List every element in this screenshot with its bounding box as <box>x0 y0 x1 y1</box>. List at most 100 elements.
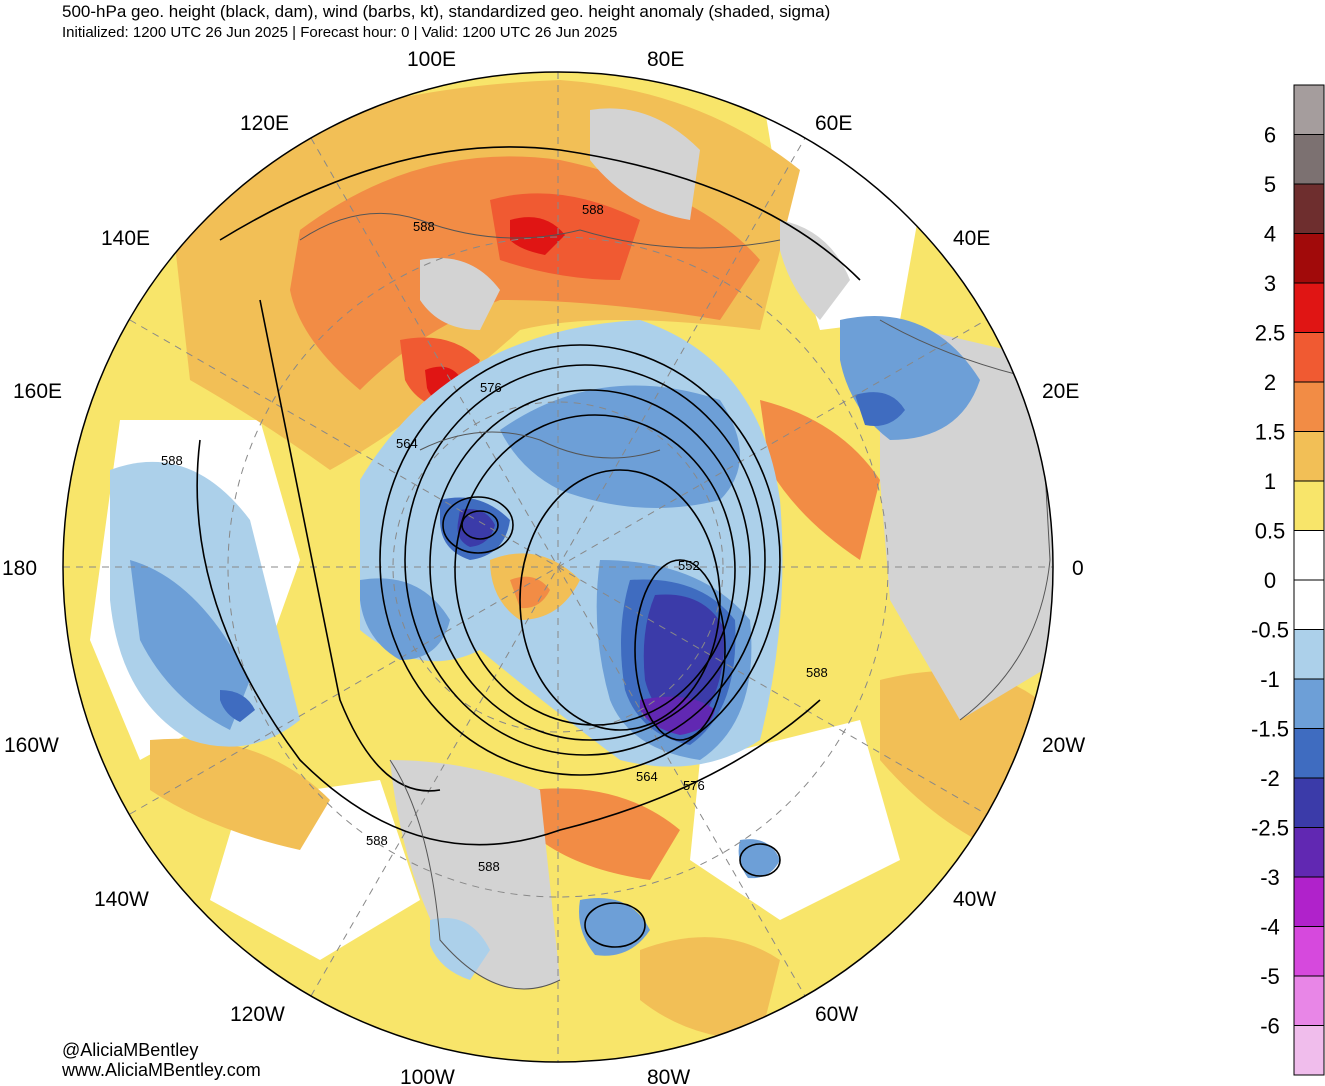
contour-labels: 588 588 576 564 588 552 588 564 576 588 … <box>161 202 828 874</box>
anomaly-negative <box>855 392 905 426</box>
land-area <box>780 220 850 320</box>
lon-label-180: 180 <box>2 557 37 580</box>
contour-label: 588 <box>806 665 828 680</box>
colorbar-box <box>1293 431 1325 482</box>
colorbar-box <box>1293 530 1325 581</box>
colorbar-tick-label: -5 <box>1260 964 1280 989</box>
lon-label-160w: 160W <box>4 734 59 757</box>
lon-label-20e: 20E <box>1042 380 1079 403</box>
contour-label: 588 <box>366 833 388 848</box>
contour-label: 588 <box>161 453 183 468</box>
colorbar-box <box>1293 381 1325 432</box>
anomaly-positive <box>150 738 330 850</box>
colorbar-tick-label: -1 <box>1260 667 1280 692</box>
colorbar-box <box>1293 134 1325 185</box>
lon-label-40w: 40W <box>953 888 996 911</box>
anomaly-negative <box>500 385 740 508</box>
lon-label-60e: 60E <box>815 112 852 135</box>
map-disc <box>63 72 1053 1062</box>
colorbar-tick-label: 6 <box>1264 123 1276 148</box>
colorbar-tick-label: 0.5 <box>1255 519 1286 544</box>
credit-handle: @AliciaMBentley <box>62 1040 199 1060</box>
anomaly-positive <box>290 156 760 390</box>
anomaly-negative <box>579 898 650 956</box>
lon-label-100e: 100E <box>407 48 456 71</box>
colorbar-box <box>1293 233 1325 284</box>
colorbar-box <box>1293 282 1325 333</box>
anomaly-negative <box>457 509 495 547</box>
colorbar-tick-label: 5 <box>1264 172 1276 197</box>
colorbar-tick-label: 2 <box>1264 370 1276 395</box>
lon-label-120e: 120E <box>240 112 289 135</box>
chart-subtitle: Initialized: 1200 UTC 26 Jun 2025 | Fore… <box>62 24 618 41</box>
land-area <box>390 760 560 989</box>
lon-label-60w: 60W <box>815 1003 858 1026</box>
lon-label-120w: 120W <box>230 1003 285 1026</box>
lon-label-80w: 80W <box>647 1066 690 1086</box>
colorbar-box <box>1293 629 1325 680</box>
anomaly-negative <box>738 839 780 879</box>
colorbar-tick-label: -1.5 <box>1251 717 1289 742</box>
colorbar-tick-label: -0.5 <box>1251 618 1289 643</box>
land-area <box>590 108 700 220</box>
contour-label: 552 <box>678 558 700 573</box>
height-contours <box>196 146 861 948</box>
lon-label-140w: 140W <box>94 888 149 911</box>
anomaly-positive <box>510 217 565 255</box>
colorbar-boxes <box>1293 84 1325 1076</box>
colorbar-tick-label: 1.5 <box>1255 420 1286 445</box>
colorbar-box <box>1293 926 1325 977</box>
contour-label: 588 <box>478 859 500 874</box>
anomaly-positive <box>760 400 880 560</box>
colorbar-box <box>1293 678 1325 729</box>
lon-label-20w: 20W <box>1042 734 1085 757</box>
neutral-area <box>690 720 900 920</box>
lon-label-160e: 160E <box>13 380 62 403</box>
colorbar-ticks: 6 5 4 3 2.5 2 1.5 1 0.5 0 -0.5 -1 -1.5 -2 -2.5 -3 -4 -5 -6 <box>1251 123 1289 1039</box>
colorbar-box <box>1293 480 1325 531</box>
land-area <box>420 258 500 330</box>
colorbar-tick-label: -6 <box>1260 1014 1280 1039</box>
colorbar-tick-label: 2.5 <box>1255 321 1286 346</box>
graticule <box>63 72 1053 1062</box>
lon-label-100w: 100W <box>400 1066 455 1086</box>
contour-label: 564 <box>396 436 418 451</box>
colorbar-tick-label: -2.5 <box>1251 816 1289 841</box>
contour-label: 588 <box>582 202 604 217</box>
anomaly-negative <box>110 461 300 747</box>
contour-label: 588 <box>413 219 435 234</box>
contour-label: 576 <box>683 778 705 793</box>
polar-map: 588 588 576 564 588 552 588 564 576 588 … <box>2 48 1085 1086</box>
map-border <box>62 71 1054 1063</box>
lon-label-80e: 80E <box>647 48 684 71</box>
colorbar-box <box>1293 579 1325 630</box>
colorbar-tick-label: -3 <box>1260 865 1280 890</box>
colorbar-tick-label: -2 <box>1260 766 1280 791</box>
colorbar-box <box>1293 332 1325 383</box>
lon-label-40e: 40E <box>953 227 990 250</box>
colorbar-tick-label: 0 <box>1264 568 1276 593</box>
longitude-labels: 100E 80E 120E 60E 140E 40E 160E 20E 180 … <box>2 48 1085 1086</box>
colorbar: 6 5 4 3 2.5 2 1.5 1 0.5 0 -0.5 -1 -1.5 -2 -2.5 -3 -4 -5 -6 <box>1251 84 1325 1076</box>
contour-label: 564 <box>636 769 658 784</box>
contour-label: 576 <box>480 380 502 395</box>
colorbar-box <box>1293 827 1325 878</box>
chart-title: 500-hPa geo. height (black, dam), wind (… <box>62 2 831 21</box>
colorbar-box <box>1293 876 1325 927</box>
colorbar-box <box>1293 84 1325 135</box>
colorbar-box <box>1293 975 1325 1026</box>
colorbar-tick-label: 3 <box>1264 271 1276 296</box>
anomaly-positive <box>640 937 780 1040</box>
anomaly-negative <box>430 918 490 980</box>
colorbar-tick-label: -4 <box>1260 915 1280 940</box>
colorbar-box <box>1293 728 1325 779</box>
lon-label-0: 0 <box>1072 557 1084 580</box>
anomaly-negative <box>220 690 255 722</box>
anomaly-positive <box>530 788 680 880</box>
colorbar-tick-label: 4 <box>1264 222 1276 247</box>
colorbar-box <box>1293 183 1325 234</box>
colorbar-tick-label: 1 <box>1264 469 1276 494</box>
anomaly-negative <box>640 696 715 735</box>
colorbar-box <box>1293 1025 1325 1076</box>
colorbar-box <box>1293 777 1325 828</box>
